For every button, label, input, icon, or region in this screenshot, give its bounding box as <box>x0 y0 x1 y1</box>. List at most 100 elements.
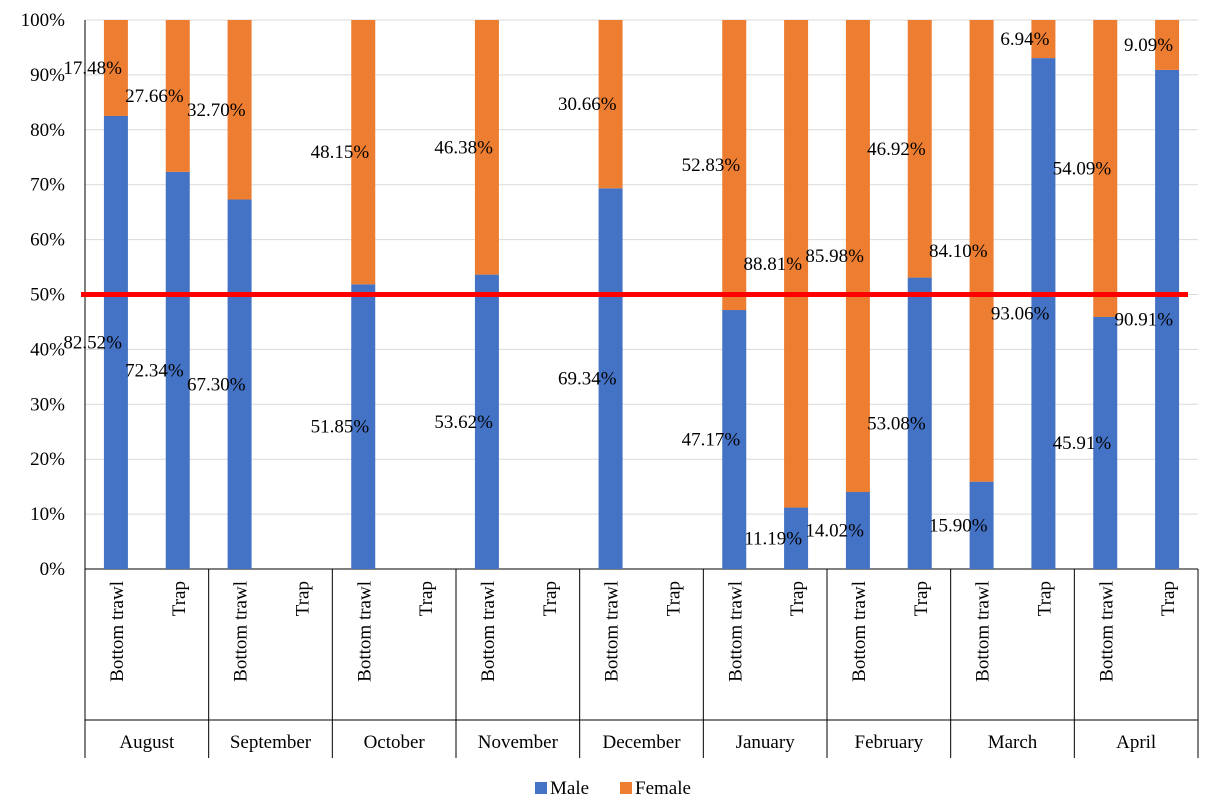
category-label: Trap <box>663 581 684 616</box>
y-tick-label: 30% <box>30 394 65 415</box>
category-label: Bottom trawl <box>725 581 746 682</box>
bar-male-december-bottom-trawl <box>598 188 623 569</box>
bar-female-february-trap <box>907 20 932 278</box>
category-label: Trap <box>1158 581 1179 616</box>
data-label-male: 47.17% <box>682 430 741 451</box>
category-label: Trap <box>787 581 808 616</box>
data-label-male: 11.19% <box>744 528 802 549</box>
bar-female-march-trap <box>1031 20 1056 59</box>
bar-male-august-trap <box>165 171 190 569</box>
legend-label-male: Male <box>550 778 589 798</box>
data-label-female: 88.81% <box>744 254 803 275</box>
data-label-female: 54.09% <box>1053 158 1112 179</box>
bar-male-november-bottom-trawl <box>474 274 499 569</box>
bar-male-february-bottom-trawl <box>845 492 870 569</box>
category-label: Trap <box>1034 581 1055 616</box>
group-label-february: February <box>855 732 924 753</box>
bar-female-january-bottom-trawl <box>722 20 747 311</box>
y-tick-label: 20% <box>30 449 65 470</box>
group-label-october: October <box>364 732 426 753</box>
bar-female-november-bottom-trawl <box>474 20 499 275</box>
bar-male-august-bottom-trawl <box>103 115 128 569</box>
data-label-male: 90.91% <box>1115 309 1174 330</box>
data-label-female: 9.09% <box>1124 35 1173 56</box>
bar-female-september-bottom-trawl <box>227 20 252 200</box>
bar-male-september-bottom-trawl <box>227 199 252 569</box>
data-label-male: 15.90% <box>929 515 988 536</box>
category-label: Trap <box>911 581 932 616</box>
category-label: Trap <box>169 581 190 616</box>
bar-female-april-trap <box>1155 20 1180 70</box>
bar-female-april-bottom-trawl <box>1093 20 1118 317</box>
data-label-male: 53.08% <box>867 413 926 434</box>
category-label: Bottom trawl <box>354 581 375 682</box>
category-label: Bottom trawl <box>478 581 499 682</box>
group-label-april: April <box>1116 732 1156 753</box>
bar-male-march-trap <box>1031 58 1056 570</box>
bar-male-october-bottom-trawl <box>351 284 376 569</box>
data-label-male: 93.06% <box>991 304 1050 325</box>
category-label: Bottom trawl <box>973 581 994 682</box>
group-label-november: November <box>478 732 559 753</box>
bar-female-march-bottom-trawl <box>969 20 994 482</box>
data-label-male: 67.30% <box>187 374 246 395</box>
y-tick-label: 10% <box>30 504 65 525</box>
category-label: Trap <box>540 581 561 616</box>
bar-male-january-trap <box>784 507 809 569</box>
y-tick-label: 80% <box>30 120 65 141</box>
legend-label-female: Female <box>635 778 691 798</box>
bar-female-august-bottom-trawl <box>103 20 128 116</box>
data-label-male: 51.85% <box>311 417 370 438</box>
category-label: Trap <box>416 581 437 616</box>
data-label-male: 82.52% <box>63 332 122 353</box>
bar-male-february-trap <box>907 277 932 569</box>
category-label: Bottom trawl <box>107 581 128 682</box>
data-label-female: 52.83% <box>682 155 741 176</box>
bar-male-april-bottom-trawl <box>1093 316 1118 569</box>
y-tick-label: 70% <box>30 175 65 196</box>
data-label-female: 32.70% <box>187 100 246 121</box>
y-tick-label: 40% <box>30 339 65 360</box>
group-label-september: September <box>230 732 312 753</box>
group-label-august: August <box>119 732 175 753</box>
bar-female-february-bottom-trawl <box>845 20 870 493</box>
y-tick-label: 60% <box>30 230 65 251</box>
data-label-female: 17.48% <box>63 58 122 79</box>
category-label: Bottom trawl <box>849 581 870 682</box>
group-label-march: March <box>988 732 1038 753</box>
bar-female-august-trap <box>165 20 190 172</box>
category-label: Trap <box>292 581 313 616</box>
data-label-female: 27.66% <box>125 86 184 107</box>
category-label: Bottom trawl <box>231 581 252 682</box>
legend-swatch-female <box>620 782 632 794</box>
group-label-january: January <box>736 732 796 753</box>
data-label-female: 46.92% <box>867 139 926 160</box>
data-label-male: 53.62% <box>434 412 493 433</box>
bar-female-january-trap <box>784 20 809 508</box>
y-tick-label: 100% <box>21 10 66 31</box>
data-label-female: 30.66% <box>558 94 617 115</box>
category-label: Bottom trawl <box>1096 581 1117 682</box>
bar-male-april-trap <box>1155 69 1180 569</box>
data-label-male: 69.34% <box>558 369 617 390</box>
bar-male-march-bottom-trawl <box>969 481 994 569</box>
data-label-male: 14.02% <box>805 521 864 542</box>
legend-swatch-male <box>535 782 547 794</box>
y-tick-label: 50% <box>30 285 65 306</box>
bar-female-december-bottom-trawl <box>598 20 623 189</box>
category-label: Bottom trawl <box>602 581 623 682</box>
group-label-december: December <box>602 732 681 753</box>
data-label-female: 48.15% <box>311 142 370 163</box>
y-tick-label: 90% <box>30 65 65 86</box>
data-label-female: 85.98% <box>805 246 864 267</box>
data-label-male: 72.34% <box>125 360 184 381</box>
data-label-male: 45.91% <box>1053 433 1112 454</box>
data-label-female: 46.38% <box>434 137 493 158</box>
data-label-female: 84.10% <box>929 241 988 262</box>
y-tick-label: 0% <box>40 559 66 580</box>
bar-female-october-bottom-trawl <box>351 20 376 285</box>
data-label-female: 6.94% <box>1000 29 1049 50</box>
bar-male-january-bottom-trawl <box>722 310 747 569</box>
